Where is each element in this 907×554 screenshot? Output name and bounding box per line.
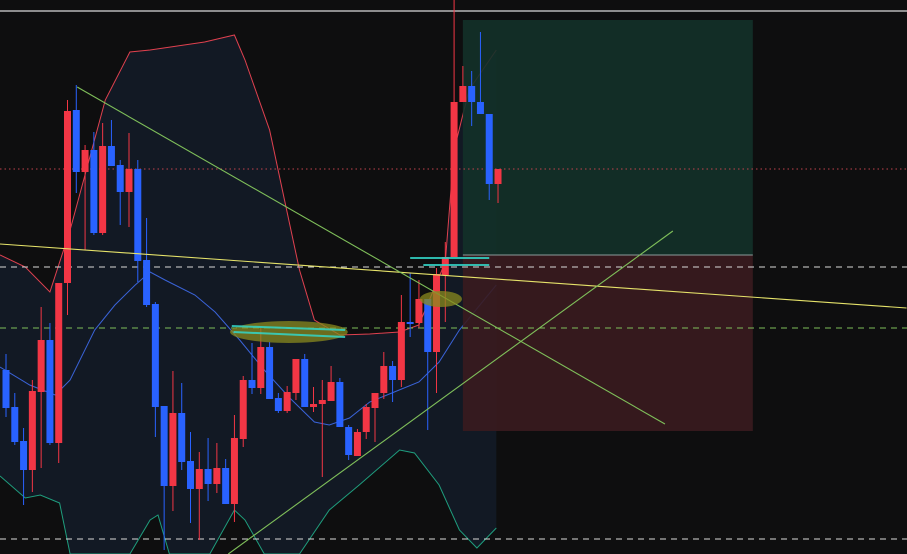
candle-up [125, 169, 133, 192]
candle-up [327, 382, 335, 401]
candle-down [406, 322, 414, 324]
trendline[interactable] [0, 243, 907, 309]
highlight-ellipse[interactable] [419, 291, 462, 307]
bollinger-middle-line [0, 271, 497, 426]
target-zone[interactable] [462, 20, 753, 255]
candle-down [143, 260, 151, 305]
candle-up [169, 413, 177, 486]
candle-up [459, 86, 467, 102]
candle-down [90, 150, 98, 233]
candle-down [116, 165, 124, 192]
stop-zone[interactable] [462, 255, 753, 431]
candle-down [20, 441, 28, 470]
bollinger-band-fill [0, 35, 497, 554]
candle-down [274, 398, 282, 411]
candle-up [81, 150, 89, 172]
candle-up [397, 322, 405, 380]
candle-up [213, 468, 221, 484]
candle-down [204, 469, 212, 484]
candle-down [178, 413, 186, 462]
candle-down [11, 407, 19, 442]
candles-layer [2, 0, 502, 550]
horizontal-lines-layer [0, 10, 907, 540]
candle-up [64, 111, 72, 283]
candle-down [476, 102, 484, 114]
highlights-layer [230, 257, 490, 343]
trendline[interactable] [227, 230, 674, 554]
candle-down [345, 427, 353, 455]
candle-down [134, 169, 142, 261]
candle-up [195, 469, 203, 489]
highlight-line[interactable] [231, 325, 346, 331]
candle-down [266, 347, 274, 399]
candle-up [239, 380, 247, 439]
candle-down [485, 114, 493, 184]
candle-down [160, 406, 168, 486]
candle-down [187, 461, 195, 489]
candle-up [99, 146, 107, 233]
candle-down [46, 340, 54, 443]
candle-up [283, 392, 291, 411]
candle-down [222, 468, 230, 504]
candle-down [336, 382, 344, 427]
candle-up [292, 359, 300, 393]
candle-up [230, 438, 238, 504]
candle-down [468, 86, 476, 102]
candle-up [318, 400, 326, 404]
candle-up [28, 391, 36, 470]
candle-up [257, 347, 265, 388]
trendline[interactable] [76, 86, 666, 425]
long-position-tool[interactable] [462, 20, 753, 431]
candle-down [2, 370, 10, 408]
candle-up [310, 404, 318, 407]
candle-up [353, 432, 361, 456]
candle-down [424, 299, 432, 352]
highlight-line[interactable] [233, 331, 346, 338]
candle-down [248, 380, 256, 388]
candle-up [362, 407, 370, 432]
candle-down [107, 146, 115, 166]
candle-up [415, 299, 423, 323]
candle-up [450, 102, 458, 257]
trendlines-layer [0, 86, 907, 554]
candle-up [55, 283, 63, 443]
candle-up [433, 274, 441, 352]
candle-down [72, 110, 80, 172]
candle-down [151, 304, 159, 407]
candle-up [494, 169, 502, 184]
candle-up [380, 366, 388, 393]
candle-down [301, 359, 309, 407]
candle-down [389, 366, 397, 380]
candle-up [371, 393, 379, 408]
candle-up [37, 340, 45, 392]
